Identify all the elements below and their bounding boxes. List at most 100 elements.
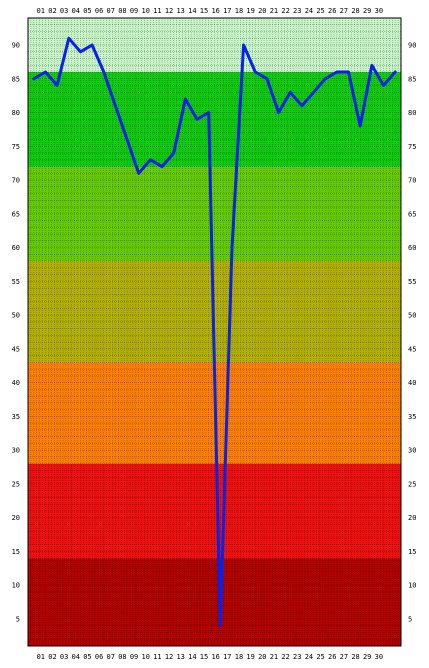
- y-tick-label: 30: [12, 447, 20, 455]
- y-axis-right: 5 10 15 20 25 30 35 40 45 50 55 60 65 70 75 80 85 90: [408, 42, 416, 624]
- x-tick-label: 25: [316, 7, 324, 15]
- y-tick-label: 40: [12, 379, 20, 387]
- x-tick-label: 18: [235, 653, 243, 661]
- x-tick-label: 11: [153, 7, 161, 15]
- y-tick-label: 80: [12, 109, 20, 117]
- x-tick-label: 30: [375, 653, 383, 661]
- x-tick-label: 15: [200, 653, 208, 661]
- y-tick-label: 45: [408, 345, 416, 353]
- x-tick-label: 13: [176, 653, 184, 661]
- band-6: [28, 558, 401, 646]
- x-tick-label: 09: [130, 7, 138, 15]
- x-tick-label: 22: [281, 653, 289, 661]
- band-2: [28, 166, 401, 262]
- x-tick-label: 20: [258, 653, 266, 661]
- x-tick-label: 28: [351, 7, 359, 15]
- x-tick-label: 04: [72, 7, 80, 15]
- x-tick-label: 08: [118, 653, 126, 661]
- x-tick-label: 14: [188, 653, 196, 661]
- x-tick-label: 05: [83, 7, 91, 15]
- y-tick-label: 70: [408, 177, 416, 185]
- y-tick-label: 65: [12, 210, 20, 218]
- x-tick-label: 09: [130, 653, 138, 661]
- y-tick-label: 15: [408, 548, 416, 556]
- x-tick-label: 23: [293, 653, 301, 661]
- y-tick-label: 90: [408, 42, 416, 50]
- y-tick-label: 35: [12, 413, 20, 421]
- y-tick-label: 90: [12, 42, 20, 50]
- y-tick-label: 60: [12, 244, 20, 252]
- y-tick-label: 10: [408, 582, 416, 590]
- y-tick-label: 20: [12, 514, 20, 522]
- grid-lines: [28, 17, 401, 647]
- y-tick-label: 80: [408, 109, 416, 117]
- series-line-0: [32, 36, 397, 628]
- x-tick-label: 29: [363, 653, 371, 661]
- y-tick-label: 85: [12, 75, 20, 83]
- x-tick-label: 17: [223, 653, 231, 661]
- x-tick-label: 27: [340, 653, 348, 661]
- plot-border: [27, 17, 402, 647]
- series-lines: [32, 36, 397, 628]
- x-tick-label: 14: [188, 7, 196, 15]
- x-tick-label: 10: [142, 7, 150, 15]
- y-tick-label: 45: [12, 345, 20, 353]
- x-tick-label: 08: [118, 7, 126, 15]
- x-tick-label: 04: [72, 653, 80, 661]
- x-tick-label: 17: [223, 7, 231, 15]
- x-tick-label: 29: [363, 7, 371, 15]
- x-tick-label: 16: [211, 653, 219, 661]
- y-tick-label: 70: [12, 177, 20, 185]
- x-tick-label: 02: [48, 653, 56, 661]
- x-tick-label: 12: [165, 7, 173, 15]
- y-tick-label: 20: [408, 514, 416, 522]
- x-tick-label: 07: [107, 653, 115, 661]
- y-tick-label: 40: [408, 379, 416, 387]
- x-tick-label: 05: [83, 653, 91, 661]
- x-tick-label: 19: [246, 7, 254, 15]
- x-tick-label: 03: [60, 653, 68, 661]
- x-tick-label: 26: [328, 653, 336, 661]
- band-5: [28, 463, 401, 559]
- x-tick-label: 27: [340, 7, 348, 15]
- x-tick-label: 22: [281, 7, 289, 15]
- x-tick-label: 06: [95, 653, 103, 661]
- x-tick-label: 13: [176, 7, 184, 15]
- y-tick-label: 5: [16, 615, 20, 623]
- x-axis-top: 01 02 03 04 05 06 07 08 09 10 11 12 13 14 15 16 17 18 19 20…: [37, 7, 383, 15]
- y-tick-label: 25: [408, 480, 416, 488]
- y-tick-label: 85: [408, 75, 416, 83]
- x-tick-label: 06: [95, 7, 103, 15]
- x-tick-label: 26: [328, 7, 336, 15]
- y-tick-label: 60: [408, 244, 416, 252]
- x-tick-label: 21: [270, 653, 278, 661]
- x-tick-label: 20: [258, 7, 266, 15]
- x-tick-label: 16: [211, 7, 219, 15]
- y-tick-label: 10: [12, 582, 20, 590]
- x-tick-label: 24: [305, 653, 313, 661]
- y-tick-label: 50: [12, 312, 20, 320]
- x-tick-label: 02: [48, 7, 56, 15]
- y-tick-label: 30: [408, 447, 416, 455]
- x-axis-bottom: 01 02 03 04 05 06 07 08 09 10 11 12 13 14 15 16 17 18 19 20…: [37, 653, 383, 661]
- y-tick-label: 15: [12, 548, 20, 556]
- y-tick-label: 65: [408, 210, 416, 218]
- x-tick-label: 28: [351, 653, 359, 661]
- x-tick-label: 19: [246, 653, 254, 661]
- x-tick-label: 11: [153, 653, 161, 661]
- x-tick-label: 01: [37, 7, 45, 15]
- y-tick-label: 55: [408, 278, 416, 286]
- y-tick-label: 5: [408, 615, 412, 623]
- x-tick-label: 30: [375, 7, 383, 15]
- y-tick-label: 75: [12, 143, 20, 151]
- x-tick-label: 07: [107, 7, 115, 15]
- x-tick-label: 23: [293, 7, 301, 15]
- x-tick-label: 21: [270, 7, 278, 15]
- x-tick-label: 25: [316, 653, 324, 661]
- x-tick-label: 18: [235, 7, 243, 15]
- x-tick-label: 10: [142, 653, 150, 661]
- band-1: [28, 72, 401, 167]
- y-tick-label: 35: [408, 413, 416, 421]
- x-tick-label: 24: [305, 7, 313, 15]
